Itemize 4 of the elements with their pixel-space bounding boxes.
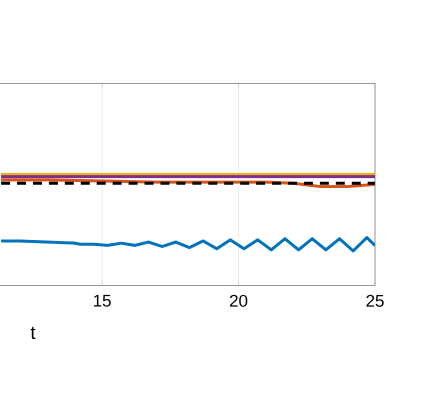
x-tick-label: 25 <box>366 294 384 307</box>
x-axis-title: t <box>30 326 36 340</box>
x-tick-label: 20 <box>230 294 248 307</box>
x-tick-label: 15 <box>94 294 111 307</box>
